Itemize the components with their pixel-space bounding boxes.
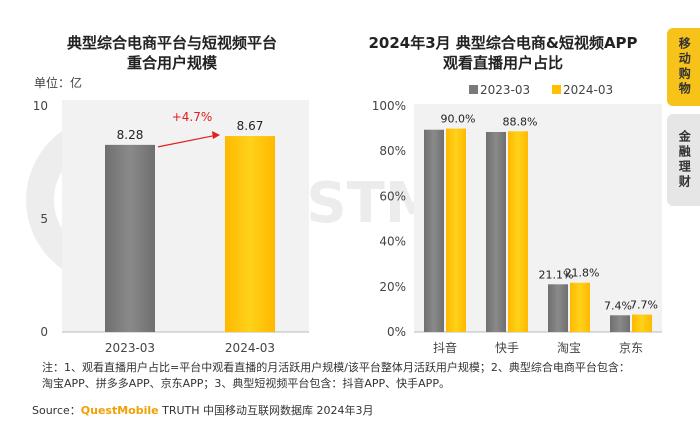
right-y-tick-label: 0% <box>387 325 406 339</box>
right-chart-title: 2024年3月 典型综合电商&短视频APP <box>368 34 637 52</box>
right-bar-抖音-2023-03 <box>424 129 444 332</box>
left-unit-label: 单位：亿 <box>34 75 82 90</box>
right-bar-京东-2024-03 <box>632 314 652 332</box>
source-suffix: TRUTH 中国移动互联网数据库 2024年3月 <box>158 404 374 417</box>
left-bar-2023-03 <box>105 144 155 332</box>
legend-swatch-2023-03 <box>469 85 478 94</box>
right-bar-京东-2023-03 <box>610 315 630 332</box>
left-y-tick-label: 10 <box>33 99 48 113</box>
chart-notes: 注：1、观看直播用户占比=平台中观看直播的月活跃用户规模/该平台整体月活跃用户规… <box>42 360 642 392</box>
sidebar-tab-mobile-shopping[interactable]: 移动购物 <box>667 28 700 106</box>
legend-swatch-2024-03 <box>552 85 561 94</box>
source-prefix: Source： <box>32 404 81 417</box>
right-y-tick-label: 100% <box>372 99 406 113</box>
left-chart: 典型综合电商平台与短视频平台 重合用户规模 单位：亿 0 5 10 8.28 8.67… <box>33 34 309 355</box>
legend-label: 2023-03 <box>480 83 530 97</box>
left-bar-value-label: 8.67 <box>237 119 264 133</box>
right-y-tick-label: 40% <box>379 235 406 249</box>
sidebar-tab-finance[interactable]: 金融理财 <box>667 114 700 206</box>
right-x-tick-label: 京东 <box>619 341 643 355</box>
right-x-tick-label: 淘宝 <box>557 341 581 355</box>
growth-arrow-head <box>212 131 220 140</box>
right-bar-value-label: 90.0% <box>441 113 476 126</box>
legend-label: 2024-03 <box>563 83 613 97</box>
notes-line-1: 注：1、观看直播用户占比=平台中观看直播的月活跃用户规模/该平台整体月活跃用户规… <box>42 361 630 374</box>
left-y-tick-label: 0 <box>40 325 48 339</box>
right-x-tick-label: 快手 <box>495 341 519 355</box>
right-bar-快手-2024-03 <box>508 131 528 332</box>
left-bar-2024-03 <box>225 136 275 332</box>
left-chart-title: 典型综合电商平台与短视频平台 <box>67 34 277 52</box>
right-bar-value-label: 21.8% <box>565 267 600 280</box>
notes-line-2: 淘宝APP、拼多多APP、京东APP；3、典型短视频平台包含：抖音APP、快手A… <box>42 377 450 390</box>
growth-arrow-line <box>157 134 218 148</box>
left-y-tick-label: 5 <box>40 212 48 226</box>
right-y-tick-label: 60% <box>379 189 406 203</box>
right-chart-subtitle: 观看直播用户占比 <box>443 54 563 72</box>
left-x-tick-label: 2024-03 <box>225 341 275 355</box>
left-chart-subtitle: 重合用户规模 <box>127 54 218 72</box>
right-y-tick-label: 20% <box>379 280 406 294</box>
right-bar-value-label: 21.1% <box>539 268 574 281</box>
left-bar-value-label: 8.28 <box>117 128 144 142</box>
left-x-tick-label: 2023-03 <box>105 341 155 355</box>
right-x-tick-label: 抖音 <box>433 340 457 355</box>
right-bar-value-label: 7.4% <box>604 299 632 312</box>
right-bar-淘宝-2024-03 <box>570 282 590 332</box>
right-chart: 2024年3月 典型综合电商&短视频APP 观看直播用户占比 2023-03 20… <box>368 34 662 355</box>
source-line: Source：QuestMobile TRUTH 中国移动互联网数据库 2024… <box>32 402 374 418</box>
growth-label: +4.7% <box>172 110 213 124</box>
right-bar-value-label: 7.7% <box>630 299 658 312</box>
right-bar-抖音-2024-03 <box>446 128 466 332</box>
right-bar-淘宝-2023-03 <box>548 284 568 332</box>
right-bar-value-label: 88.8% <box>503 115 538 128</box>
right-y-tick-label: 80% <box>379 144 406 158</box>
source-brand: QuestMobile <box>80 404 159 417</box>
right-bar-快手-2023-03 <box>486 131 506 332</box>
